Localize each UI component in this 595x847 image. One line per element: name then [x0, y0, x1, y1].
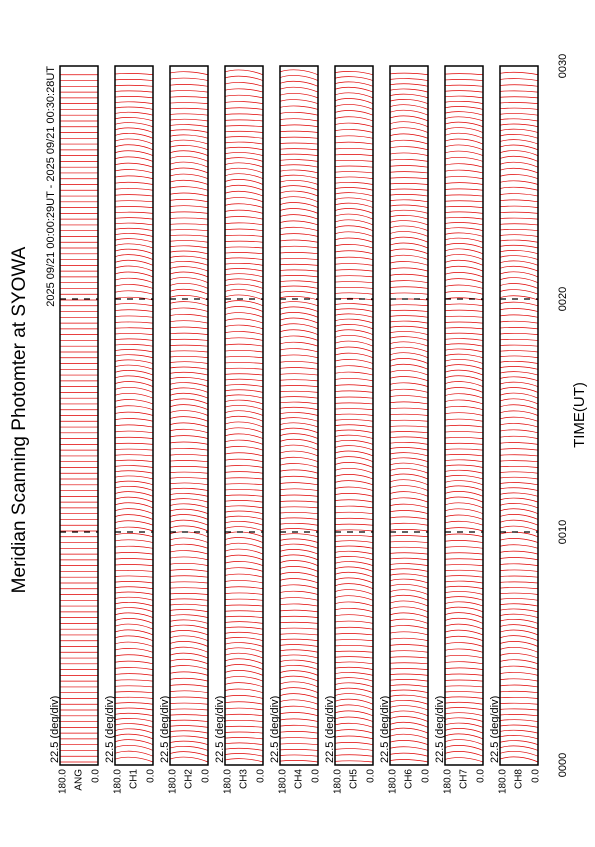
x-tick-label: 0020 — [557, 287, 569, 311]
bottom-label: 0.0 — [476, 769, 487, 783]
scan-traces — [389, 72, 429, 763]
bottom-label: 0.0 — [421, 769, 432, 783]
top-label: 180.0 — [498, 769, 509, 794]
channel-label: CH4 — [294, 769, 305, 789]
scale-label: 22.5 (deg/div) — [489, 696, 501, 763]
panel-frame — [224, 65, 264, 766]
bottom-label: 0.0 — [91, 769, 102, 783]
scale-label: 22.5 (deg/div) — [214, 696, 226, 763]
scan-traces — [59, 74, 99, 763]
bottom-label: 0.0 — [366, 769, 377, 783]
scale-label: 22.5 (deg/div) — [159, 696, 171, 763]
channel-label: ANG — [74, 769, 85, 791]
scan-traces — [224, 69, 264, 763]
panel-frame — [444, 65, 484, 766]
top-label: 180.0 — [278, 769, 289, 794]
x-tick-label: 0000 — [557, 753, 569, 777]
bottom-label: 0.0 — [531, 769, 542, 783]
scan-traces — [114, 73, 154, 763]
scan-traces — [279, 69, 319, 763]
scan-traces — [169, 71, 209, 763]
channel-label: CH6 — [404, 769, 415, 789]
bottom-label: 0.0 — [256, 769, 267, 783]
title: Meridian Scanning Photomter at SYOWA — [9, 246, 30, 593]
scale-label: 22.5 (deg/div) — [379, 696, 391, 763]
channel-label: CH2 — [184, 769, 195, 789]
rotated-plot: Meridian Scanning Photomter at SYOWA 202… — [9, 54, 588, 794]
scale-label: 22.5 (deg/div) — [104, 696, 116, 763]
top-label: 180.0 — [223, 769, 234, 794]
top-label: 180.0 — [113, 769, 124, 794]
panel-frame — [499, 65, 539, 766]
scan-traces — [499, 71, 539, 763]
top-label: 180.0 — [333, 769, 344, 794]
top-label: 180.0 — [388, 769, 399, 794]
panel-frame — [169, 65, 209, 766]
bottom-label: 0.0 — [311, 769, 322, 783]
scan-traces — [444, 73, 484, 763]
panel-frame — [114, 65, 154, 766]
channel-label: CH3 — [239, 769, 250, 789]
top-label: 180.0 — [443, 769, 454, 794]
scale-label: 22.5 (deg/div) — [49, 696, 61, 763]
panel-frame — [334, 65, 374, 766]
x-tick-label: 0030 — [557, 54, 569, 78]
scale-label: 22.5 (deg/div) — [434, 696, 446, 763]
x-axis-label: TIME(UT) — [571, 382, 588, 448]
top-label: 180.0 — [58, 769, 69, 794]
scan-traces — [334, 71, 374, 763]
bottom-label: 0.0 — [201, 769, 212, 783]
scale-label: 22.5 (deg/div) — [269, 696, 281, 763]
x-tick-label: 0010 — [557, 520, 569, 544]
panel-frame — [59, 65, 99, 766]
panel-frame — [389, 65, 429, 766]
channel-label: CH7 — [459, 769, 470, 789]
channel-label: CH8 — [514, 769, 525, 789]
scale-label: 22.5 (deg/div) — [324, 696, 336, 763]
channel-label: CH5 — [349, 769, 360, 789]
subtitle: 2025 09/21 00:00:29UT - 2025 09/21 00:30… — [45, 66, 57, 307]
top-label: 180.0 — [168, 769, 179, 794]
panel-frame — [279, 65, 319, 766]
channel-label: CH1 — [129, 769, 140, 789]
bottom-label: 0.0 — [146, 769, 157, 783]
